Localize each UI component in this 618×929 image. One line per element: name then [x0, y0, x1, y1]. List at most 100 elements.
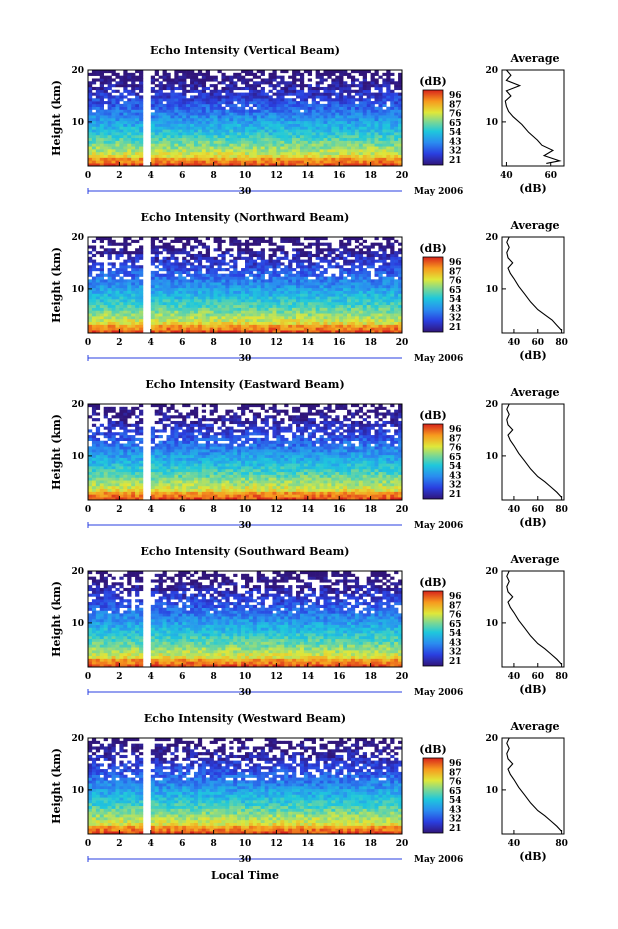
heatmap-cell: [256, 140, 261, 144]
heatmap-cell: [248, 296, 254, 300]
heatmap-cell: [186, 137, 191, 141]
heatmap-cell: [296, 497, 301, 501]
heatmap-cell: [299, 84, 305, 88]
heatmap-cell: [178, 146, 183, 150]
heatmap-cell: [221, 163, 226, 167]
heatmap-cell: [311, 126, 316, 130]
heatmap-cell: [170, 149, 175, 153]
heatmap-cell: [170, 95, 175, 99]
heatmap-cell: [119, 120, 124, 124]
heatmap-cell: [335, 330, 340, 334]
heatmap-cell: [394, 262, 399, 266]
heatmap-cell: [186, 287, 191, 291]
heatmap-cell: [272, 160, 277, 164]
heatmap-cell: [193, 265, 199, 269]
heatmap-cell: [386, 89, 391, 93]
heatmap-cell: [209, 279, 214, 283]
heatmap-cell: [343, 98, 348, 102]
heatmap-cell: [303, 310, 309, 314]
heatmap-cell: [162, 273, 167, 277]
heatmap-cell: [205, 126, 210, 130]
heatmap-cell: [193, 134, 199, 139]
heatmap-cell: [135, 491, 140, 495]
heatmap-cell: [299, 494, 305, 498]
heatmap-cell: [311, 321, 316, 325]
heatmap-cell: [135, 115, 140, 119]
heatmap-cell: [296, 146, 301, 150]
heatmap-cell: [193, 81, 199, 85]
heatmap-cell: [347, 154, 352, 158]
heatmap-cell: [174, 126, 179, 130]
heatmap-cell: [205, 253, 210, 258]
heatmap-cell: [158, 123, 163, 127]
heatmap-cell: [256, 129, 261, 133]
heatmap-cell: [217, 301, 222, 306]
heatmap-cell: [127, 151, 132, 155]
heatmap-cell: [186, 237, 191, 241]
heatmap-cell: [288, 307, 293, 311]
heatmap-cell: [347, 301, 352, 306]
heatmap-cell: [162, 137, 167, 141]
heatmap-cell: [241, 248, 246, 252]
heatmap-cell: [205, 296, 210, 300]
heatmap-cell: [354, 84, 360, 88]
heatmap-cell: [386, 81, 391, 85]
heatmap-cell: [237, 282, 242, 286]
heatmap-cell: [354, 259, 360, 263]
heatmap-cell: [288, 290, 293, 294]
heatmap-cell: [170, 146, 175, 150]
heatmap-cell: [119, 84, 124, 88]
heatmap-cell: [245, 154, 250, 158]
heatmap-cell: [276, 101, 281, 105]
heatmap-cell: [111, 98, 116, 102]
heatmap-cell: [135, 239, 140, 243]
heatmap-cell: [245, 101, 250, 105]
heatmap-cell: [166, 132, 171, 136]
heatmap-cell: [213, 89, 218, 93]
heatmap-cell: [158, 494, 163, 498]
heatmap-cell: [398, 137, 403, 141]
heatmap-cell: [323, 293, 328, 297]
heatmap-cell: [366, 248, 371, 252]
heatmap-cell: [182, 330, 187, 334]
heatmap-cell: [350, 137, 356, 141]
heatmap-cell: [339, 137, 344, 141]
heatmap-cell: [256, 151, 261, 155]
heatmap-cell: [99, 290, 104, 294]
heatmap-cell: [394, 251, 399, 255]
heatmap-cell: [135, 140, 140, 144]
heatmap-cell: [284, 270, 289, 274]
heatmap-cell: [311, 242, 316, 246]
heatmap-cell: [127, 265, 132, 269]
heatmap-cell: [299, 327, 305, 331]
heatmap-cell: [217, 313, 222, 317]
heatmap-cell: [139, 112, 144, 116]
heatmap-cell: [280, 237, 285, 241]
heatmap-cell: [311, 299, 316, 303]
y-tick-label: 20: [71, 66, 84, 76]
heatmap-cell: [374, 143, 379, 147]
heatmap-cell: [154, 237, 159, 241]
heatmap-cell: [299, 262, 305, 266]
heatmap-cell: [292, 109, 297, 113]
heatmap-cell: [366, 307, 371, 311]
heatmap-cell: [229, 316, 234, 320]
heatmap-cell: [362, 299, 367, 303]
heatmap-cell: [174, 101, 179, 105]
heatmap-cell: [358, 327, 364, 331]
heatmap-cell: [158, 324, 163, 328]
heatmap-cell: [362, 92, 367, 96]
heatmap-cell: [190, 149, 195, 153]
heatmap-cell: [358, 140, 364, 144]
heatmap-cell: [88, 98, 93, 102]
heatmap-cell: [205, 276, 210, 280]
heatmap-cell: [99, 321, 104, 325]
heatmap-cell: [91, 287, 97, 291]
heatmap-cell: [150, 285, 156, 289]
heatmap-cell: [233, 259, 238, 263]
heatmap-cell: [115, 160, 120, 164]
heatmap-cell: [139, 160, 144, 164]
heatmap-cell: [252, 494, 258, 498]
heatmap-cell: [272, 259, 277, 263]
heatmap-cell: [374, 92, 379, 96]
